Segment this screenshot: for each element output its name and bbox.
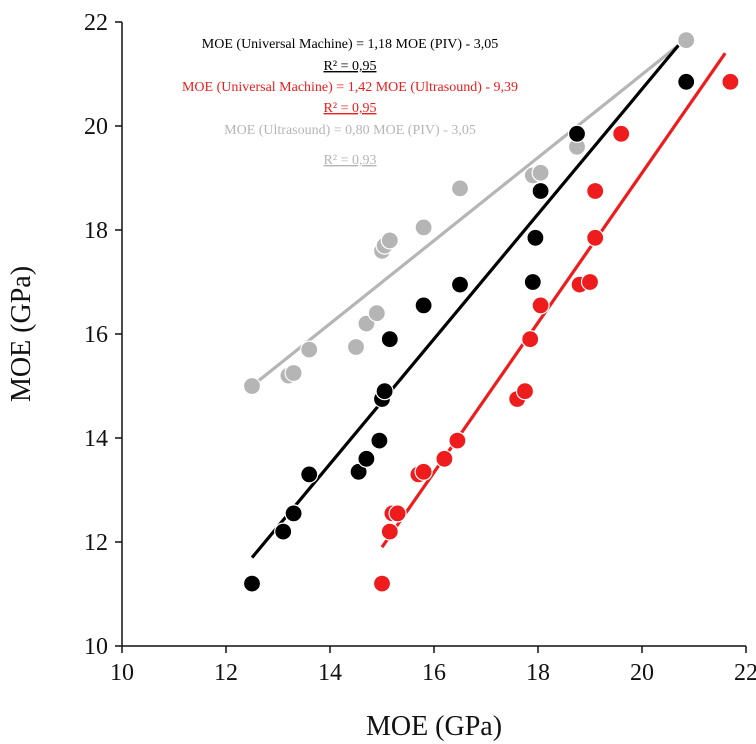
scatter-point (531, 163, 550, 182)
y-tick-label: 20 (84, 114, 108, 140)
scatter-point (300, 465, 319, 484)
scatter-point (531, 296, 550, 315)
scatter-point (380, 522, 399, 541)
scatter-point (242, 376, 262, 396)
scatter-point (526, 228, 545, 247)
scatter-point (414, 218, 433, 237)
scatter-point (531, 181, 550, 201)
equation-red: MOE (Universal Machine) = 1,42 MOE (Ultr… (182, 80, 518, 95)
scatter-point (448, 431, 467, 450)
fit-line (251, 44, 680, 388)
y-tick-label: 22 (84, 10, 108, 36)
scatter-point (586, 228, 605, 247)
x-axis-title: MOE (GPa) (366, 711, 502, 742)
axis-ticks: 10 12 14 16 18 20 22 10 12 14 16 18 20 22 (84, 10, 756, 686)
x-tick-label: 22 (734, 660, 756, 686)
scatter-point (284, 504, 303, 523)
scatter-point (523, 272, 542, 292)
scatter-point (284, 363, 303, 383)
scatter-point (357, 449, 376, 468)
scatter-point (450, 179, 470, 198)
fit-line (250, 44, 680, 559)
scatter-point (677, 31, 696, 50)
scatter-point (367, 304, 386, 323)
scatter-point (567, 124, 587, 143)
r2-red: R² = 0,95 (324, 101, 377, 116)
y-tick-label: 12 (84, 530, 108, 556)
y-axis-title: MOE (GPa) (6, 266, 37, 402)
scatter-point (677, 72, 696, 91)
y-tick-label: 16 (84, 322, 108, 348)
scatter-point (586, 181, 605, 201)
x-tick-label: 16 (422, 660, 446, 686)
x-tick-label: 12 (214, 660, 238, 686)
scatter-point (414, 462, 433, 481)
scatter-point (300, 340, 319, 359)
scatter-point (612, 124, 631, 143)
scatter-point (521, 330, 540, 349)
y-tick-label: 18 (84, 218, 108, 244)
scatter-point (580, 272, 600, 292)
scatter-point (388, 504, 407, 523)
x-tick-label: 18 (526, 660, 550, 686)
x-tick-label: 14 (318, 660, 342, 686)
equation-gray: MOE (Ultrasound) = 0,80 MOE (PIV) - 3,05 (224, 123, 476, 138)
scatter-point (380, 330, 399, 349)
scatter-point (242, 574, 262, 593)
scatter-point (274, 522, 293, 541)
r2-black: R² = 0,95 (324, 59, 377, 74)
r2-gray: R² = 0,93 (324, 153, 377, 168)
scatter-point (372, 574, 392, 593)
data-points (242, 31, 740, 593)
scatter-point (515, 382, 535, 401)
scatter-point (370, 431, 389, 450)
scatter-point (380, 231, 399, 250)
scatter-point (721, 72, 740, 91)
scatter-point (435, 449, 454, 468)
y-tick-label: 10 (84, 634, 108, 660)
scatter-point (346, 337, 366, 357)
x-tick-label: 10 (110, 660, 134, 686)
scatter-point (375, 382, 394, 401)
axes (121, 22, 746, 647)
x-tick-label: 20 (630, 660, 654, 686)
scatter-point (450, 275, 470, 294)
scatter-point (414, 296, 433, 315)
equation-annotations: MOE (Universal Machine) = 1,18 MOE (PIV)… (182, 37, 518, 168)
y-tick-label: 14 (84, 426, 108, 452)
equation-black: MOE (Universal Machine) = 1,18 MOE (PIV)… (202, 37, 498, 52)
